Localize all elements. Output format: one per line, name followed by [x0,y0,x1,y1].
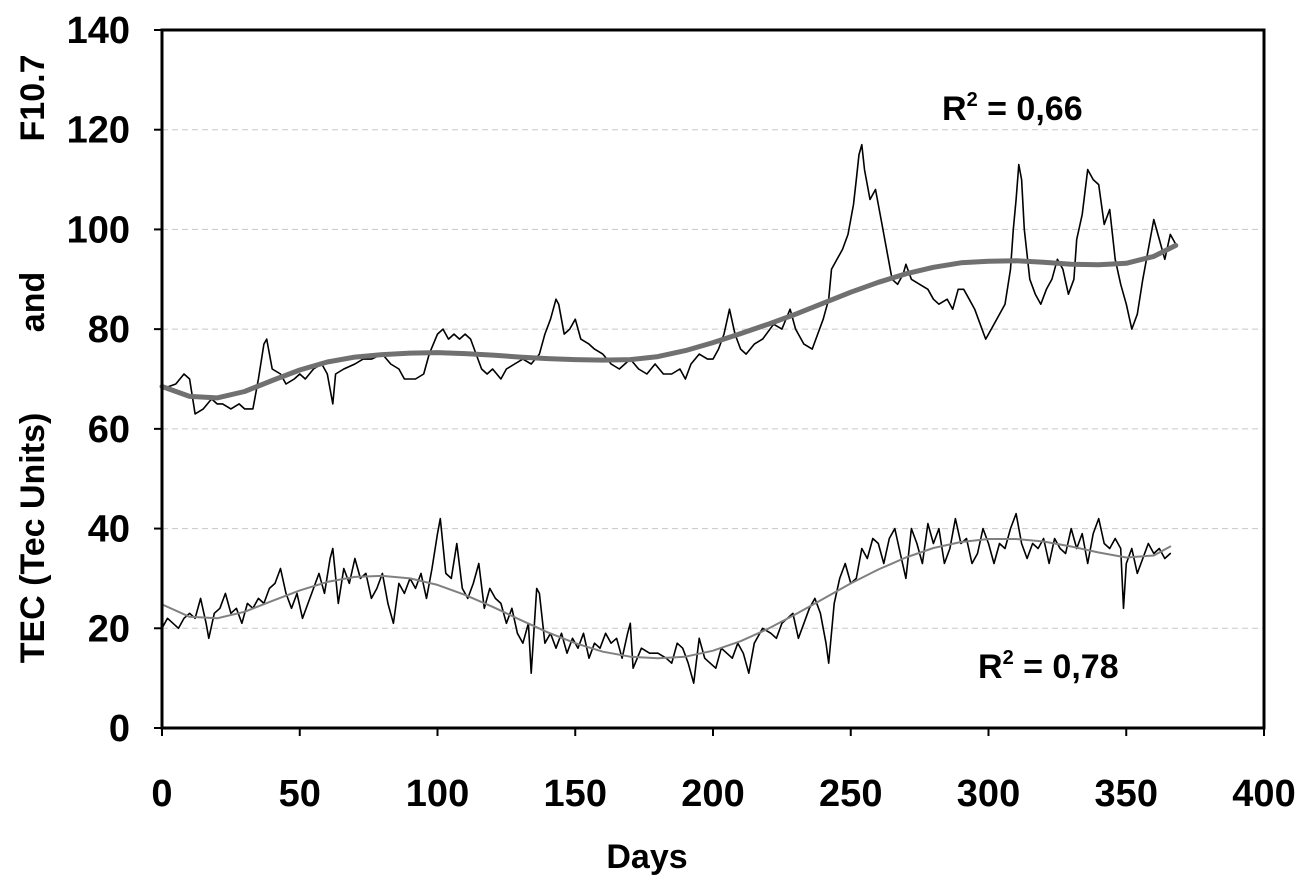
x-tick-label: 300 [957,773,1020,815]
r2-annotation-f107: R2 = 0,66 [942,89,1083,128]
y-tick-label: 60 [88,409,130,451]
x-tick-label: 200 [681,773,744,815]
tec-daily-line [161,512,1172,684]
y-tick-label: 120 [67,110,130,152]
y-axis-title-part-1: F10.7 [14,55,52,142]
x-tick-label: 50 [279,773,321,815]
y-axis-title-part-2: and [14,272,52,332]
y-axis-title: F10.7 and TEC (Tec Units) [14,55,52,664]
y-tick-label: 140 [67,10,130,52]
y-tick-label: 80 [88,309,130,351]
x-tick-label: 100 [406,773,469,815]
y-tick-label: 20 [88,608,130,650]
y-axis: 0 20 40 60 80 100 120 140 [67,10,162,750]
x-tick-label: 0 [151,773,172,815]
x-tick-label: 350 [1095,773,1158,815]
tec-trend-line [161,538,1172,660]
plot-frame [160,28,1266,730]
x-axis: 0 50 100 150 200 250 300 350 400 [151,728,1296,815]
y-tick-label: 100 [67,209,130,251]
y-tick-label: 0 [109,708,130,750]
y-tick-label: 40 [88,509,130,551]
x-tick-label: 250 [819,773,882,815]
f107-trend-line [159,242,1179,401]
x-axis-title: Days [606,838,687,876]
f107-daily-line [161,143,1177,415]
x-tick-label: 400 [1232,773,1295,815]
grid-lines [162,129,1264,629]
x-tick-label: 150 [544,773,607,815]
r2-annotation-tec: R2 = 0,78 [978,647,1119,686]
series-layer [159,143,1179,684]
y-axis-title-part-3: TEC (Tec Units) [14,413,52,664]
